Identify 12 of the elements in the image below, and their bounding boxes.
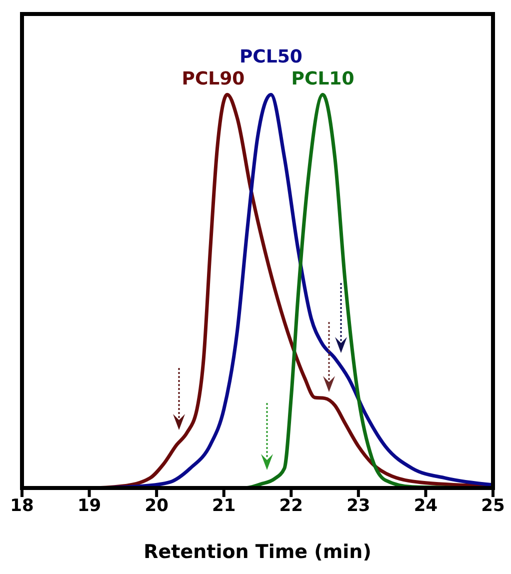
- x-tick-label: 23: [346, 496, 370, 516]
- x-tick-label: 20: [144, 496, 169, 516]
- text: PCL50: [239, 46, 302, 68]
- x-tick-label: 22: [279, 496, 303, 516]
- x-tick-label: 19: [77, 496, 102, 516]
- x-axis-title: Retention Time (min): [144, 541, 372, 563]
- x-tick-label: 21: [212, 496, 236, 516]
- series-label: PCL90: [182, 68, 245, 90]
- series-label: PCL10: [291, 68, 354, 90]
- x-tick-label: 25: [481, 496, 505, 516]
- x-tick-label: 18: [10, 496, 34, 516]
- x-tick-label: 24: [414, 496, 438, 516]
